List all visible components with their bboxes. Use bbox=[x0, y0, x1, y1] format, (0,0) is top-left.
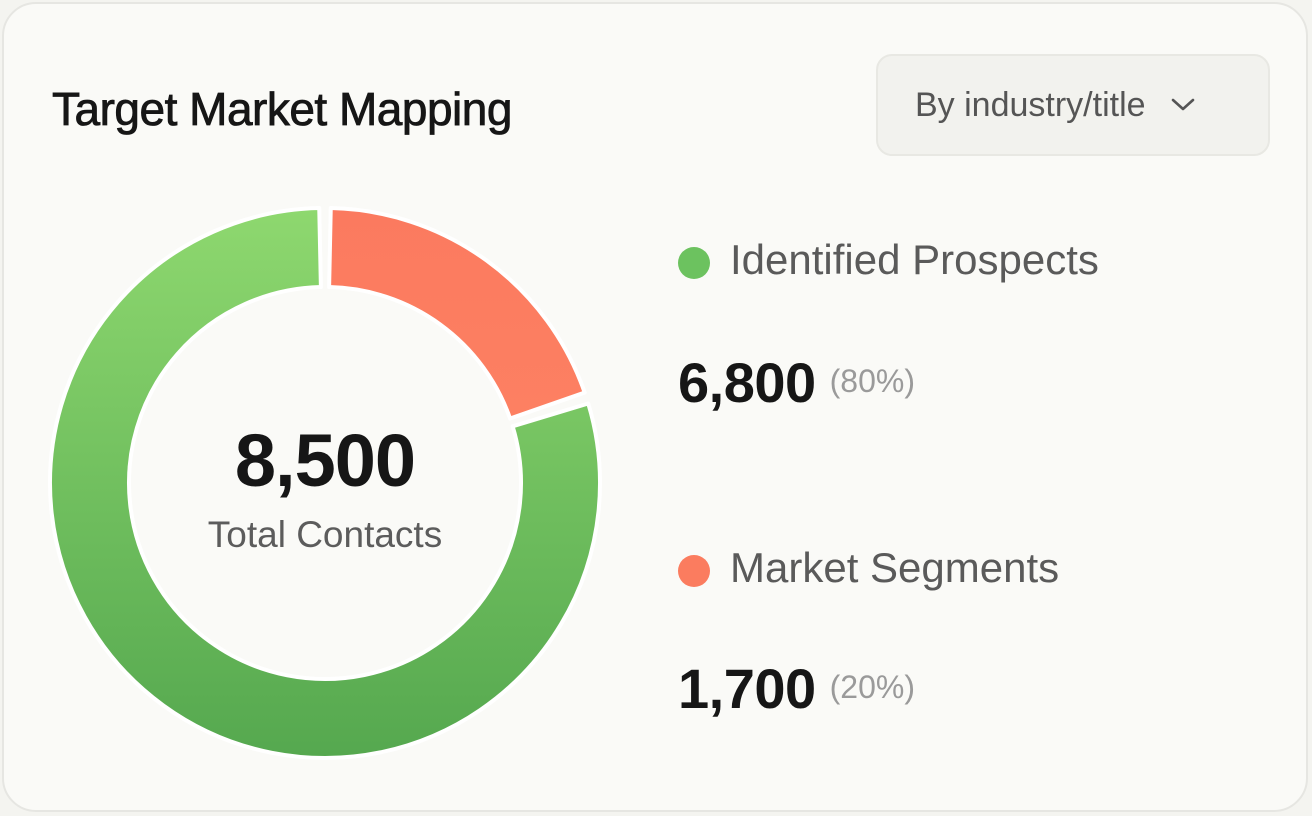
legend-percent: (80%) bbox=[829, 363, 915, 399]
total-contacts-value: 8,500 bbox=[234, 419, 416, 502]
legend-value-number: 1,700 bbox=[678, 657, 816, 720]
legend-percent: (20%) bbox=[829, 669, 915, 705]
donut-chart bbox=[48, 206, 602, 760]
identified-prospects-value: 6,800 (80%) bbox=[678, 350, 915, 415]
grouping-dropdown[interactable]: By industry/title bbox=[876, 54, 1270, 156]
card-title: Target Market Mapping bbox=[52, 83, 513, 136]
legend-value-number: 6,800 bbox=[678, 351, 816, 414]
chevron-down-icon bbox=[1168, 95, 1198, 115]
legend-label: Market Segments bbox=[730, 544, 1060, 591]
dropdown-selected-value: By industry/title bbox=[915, 85, 1146, 124]
donut-slice-identified-prospects bbox=[48, 206, 602, 760]
legend-dot-green bbox=[678, 247, 710, 279]
market-segments-value: 1,700 (20%) bbox=[678, 656, 915, 721]
legend-label: Identified Prospects bbox=[730, 236, 1099, 283]
donut-slice-market-segments bbox=[327, 206, 587, 421]
total-contacts-label: Total Contacts bbox=[207, 514, 443, 555]
legend-dot-orange bbox=[678, 555, 710, 587]
